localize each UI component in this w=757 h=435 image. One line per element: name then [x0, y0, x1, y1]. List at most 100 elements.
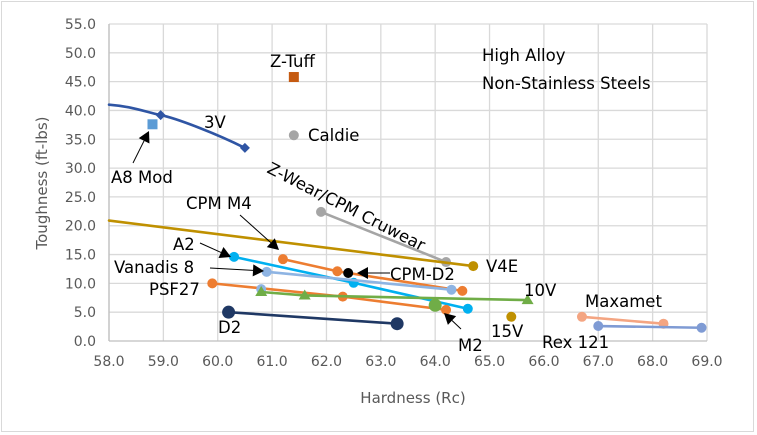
label-15v: 15V: [491, 322, 524, 341]
arrow-line: [199, 242, 222, 253]
series-v4e: [107, 219, 479, 272]
y-tick-label: 5.0: [74, 305, 96, 321]
data-point: [298, 289, 311, 300]
data-point: [593, 321, 604, 332]
series-line: [319, 210, 448, 264]
data-point: [332, 266, 343, 277]
data-point: [222, 305, 236, 319]
y-tick-label: 35.0: [65, 132, 96, 148]
x-axis-ticks: 58.0 59.0 60.0 61.0 62.0 63.0 64.0 65.0 66.0 67.0…: [93, 354, 722, 370]
y-tick-label: 55.0: [65, 17, 96, 33]
data-point: [255, 286, 268, 297]
data-point: [155, 110, 166, 121]
series-caldie: [288, 130, 299, 141]
annotation-arrows: [132, 131, 462, 330]
series-cpm-d2: [343, 267, 354, 278]
series-line: [580, 315, 665, 326]
x-tick-label: 64.0: [420, 354, 451, 370]
x-tick-label: 69.0: [691, 354, 722, 370]
x-tick-label: 67.0: [583, 354, 614, 370]
annotation-title-line-2: Non-Stainless Steels: [482, 74, 651, 93]
data-point: [288, 130, 299, 141]
data-point: [229, 251, 240, 262]
data-point: [261, 266, 272, 277]
y-tick-label: 15.0: [65, 248, 96, 264]
y-tick-label: 20.0: [65, 219, 96, 235]
y-tick-label: 40.0: [65, 103, 96, 119]
x-tick-label: 68.0: [637, 354, 668, 370]
y-tick-label: 45.0: [65, 75, 96, 91]
x-tick-label: 62.0: [311, 354, 342, 370]
label-a8-mod: A8 Mod: [111, 168, 173, 187]
data-point: [428, 298, 442, 312]
arrow-line: [132, 140, 145, 164]
label-10v: 10V: [524, 281, 557, 300]
data-point: [457, 285, 468, 296]
data-point: [288, 72, 299, 83]
data-point: [506, 311, 517, 322]
x-tick-label: 58.0: [93, 354, 124, 370]
label-z-tuff: Z-Tuff: [270, 52, 315, 71]
label-z-wear-cpm-cruwear: Z-Wear/CPM Cruwear: [264, 159, 428, 255]
annotation-title-line-1: High Alloy: [482, 46, 566, 65]
label-caldie: Caldie: [308, 126, 359, 145]
data-point: [446, 284, 457, 295]
x-tick-label: 59.0: [148, 354, 179, 370]
series-layer: [107, 72, 707, 333]
data-point: [468, 261, 479, 272]
data-point: [277, 254, 288, 265]
arrowhead: [218, 247, 231, 258]
x-axis-title: Hardness (Rc): [360, 389, 465, 407]
data-point: [316, 206, 327, 217]
arrow-cpm-m4: [239, 214, 279, 250]
arrowhead: [266, 238, 279, 250]
label-rex-121: Rex 121: [542, 333, 609, 352]
series-m2: [428, 298, 442, 312]
series-line: [596, 324, 703, 330]
series-10v: [255, 286, 534, 305]
arrow-line: [209, 267, 254, 271]
data-point: [390, 317, 404, 331]
data-point: [521, 294, 534, 305]
series-line: [107, 219, 475, 268]
series-z-tuff: [288, 72, 299, 83]
y-axis-title: Toughness (ft-lbs): [33, 117, 51, 251]
data-point: [147, 119, 158, 130]
arrowhead: [138, 131, 150, 144]
label-cpm-d2: CPM-D2: [390, 265, 455, 284]
x-tick-label: 66.0: [528, 354, 559, 370]
data-point: [239, 142, 250, 153]
arrowhead: [252, 264, 264, 277]
series-line: [265, 270, 453, 292]
arrow-a8-mod: [132, 131, 150, 164]
arrow-vanadis-8: [209, 264, 264, 277]
x-tick-label: 65.0: [474, 354, 505, 370]
x-tick-label: 63.0: [365, 354, 396, 370]
x-tick-label: 60.0: [202, 354, 233, 370]
x-tick-label: 61.0: [257, 354, 288, 370]
y-axis-ticks: 0.0 5.0 10.0 15.0 20.0 25.0 30.0 35.0 40.0 45.0 50…: [65, 17, 96, 350]
y-tick-label: 30.0: [65, 161, 96, 177]
data-point: [207, 278, 218, 289]
series-vanadis-8: [261, 266, 457, 295]
arrow-a2: [199, 242, 231, 258]
arrow-line: [451, 320, 462, 330]
series-15v: [506, 311, 517, 322]
label-maxamet: Maxamet: [585, 292, 662, 311]
data-point: [696, 322, 707, 333]
series-3v: [107, 103, 250, 153]
label-d2: D2: [218, 318, 241, 337]
data-point: [441, 304, 452, 315]
y-tick-label: 50.0: [65, 46, 96, 62]
label-a2: A2: [173, 235, 195, 254]
arrowhead: [444, 313, 457, 325]
data-point: [576, 311, 587, 322]
y-tick-label: 0.0: [74, 334, 96, 350]
y-tick-label: 25.0: [65, 190, 96, 206]
series-line: [227, 310, 399, 326]
y-tick-label: 10.0: [65, 276, 96, 292]
label-m2: M2: [458, 336, 483, 355]
series-d2: [222, 305, 404, 331]
